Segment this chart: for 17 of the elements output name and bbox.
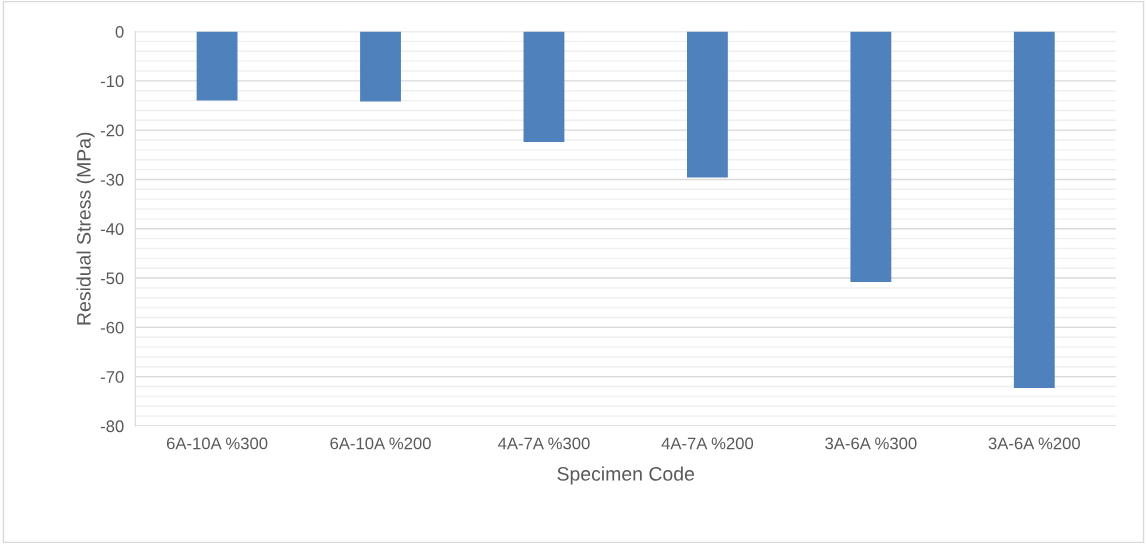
y-tick-label: 0 [115,25,124,38]
x-tick-label: 4A-7A %200 [661,437,754,450]
y-tick-label: -70 [100,371,124,383]
y-tick-label: -20 [100,124,124,137]
x-tick-label: 3A-6A %200 [988,437,1080,450]
x-tick-label: 6A-10A %300 [166,437,268,450]
y-tick-label: -10 [100,75,124,88]
y-tick-label: -40 [100,223,124,235]
y-tick-label: -30 [100,173,124,186]
x-tick-label: 3A-6A %300 [825,437,917,450]
x-tick-label: 4A-7A %300 [498,437,590,450]
x-axis-title: Specimen Code [557,466,694,485]
y-tick-label: -50 [100,272,124,285]
y-tick-label: -60 [100,321,124,334]
x-tick-label: 6A-10A %200 [330,437,431,450]
y-axis-title: Residual Stress (MPa) [76,132,95,325]
y-tick-label: -80 [100,420,124,433]
